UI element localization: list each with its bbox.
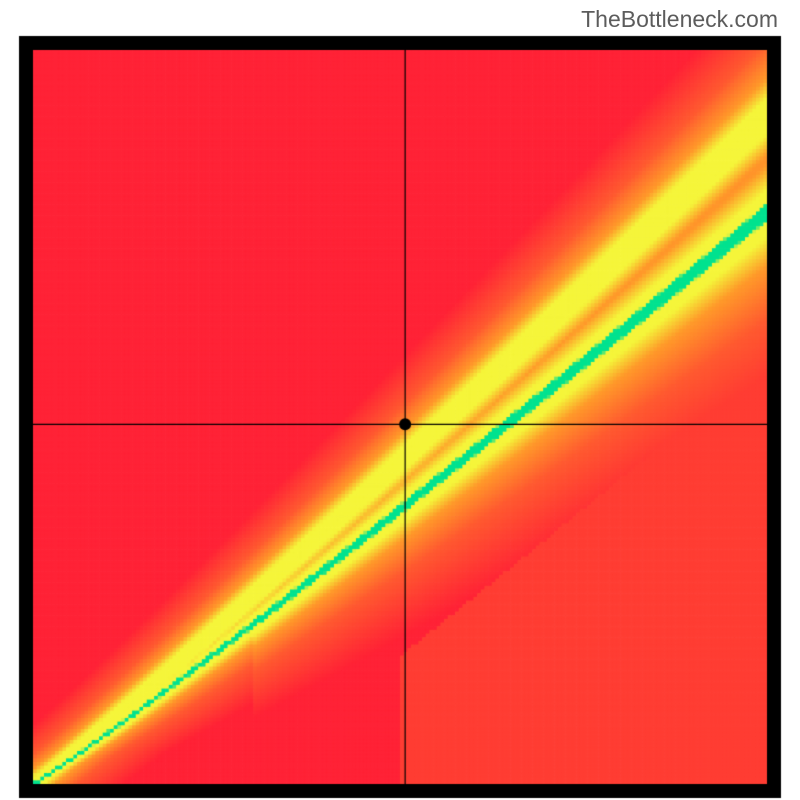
bottleneck-heatmap (0, 0, 800, 800)
watermark-text: TheBottleneck.com (581, 6, 778, 33)
chart-container: TheBottleneck.com (0, 0, 800, 800)
